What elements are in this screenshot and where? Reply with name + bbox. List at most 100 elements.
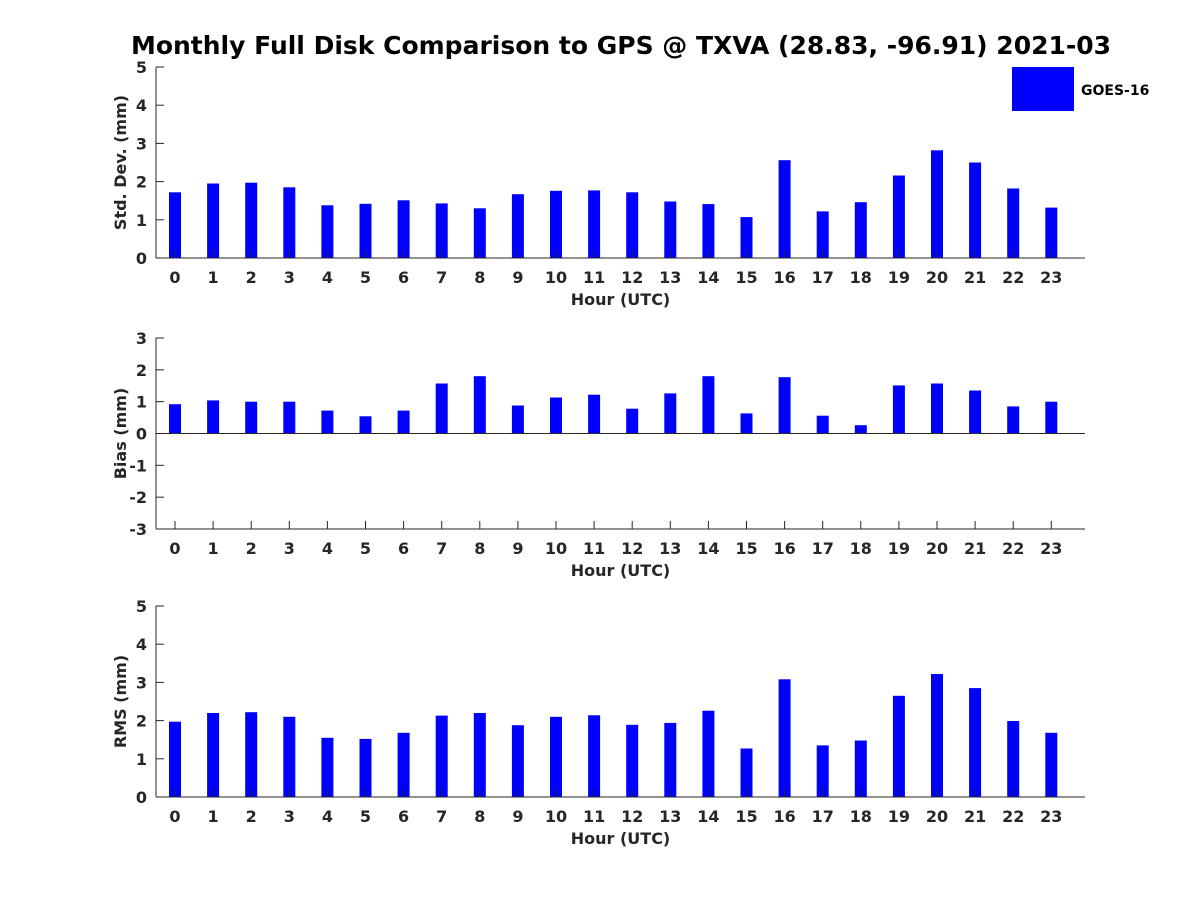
std-dev-bar-4 [321,205,334,258]
std-dev-x-tick-label: 19 [888,268,910,287]
bias-bar-21 [969,390,982,434]
std-dev-y-tick-label: 1 [136,211,147,230]
std-dev-bar-21 [969,162,982,258]
rms-x-tick-label: 23 [1040,807,1062,826]
std-dev-x-tick-label: 1 [208,268,219,287]
bias-y-tick-label: 3 [136,329,147,348]
std-dev-x-tick-label: 18 [850,268,872,287]
std-dev-bar-11 [588,190,601,258]
rms-x-tick-label: 7 [436,807,447,826]
std-dev-x-tick-label: 6 [398,268,409,287]
rms-bar-1 [207,713,220,797]
std-dev-x-tick-label: 13 [659,268,681,287]
bias-bar-9 [511,405,524,434]
bias-x-tick-label: 23 [1040,539,1062,558]
bias-x-tick-label: 14 [697,539,719,558]
bias-y-tick-label: 2 [136,361,147,380]
rms-x-tick-label: 17 [812,807,834,826]
std-dev-bar-16 [778,160,791,258]
std-dev-bar-12 [626,192,639,258]
bias-x-tick-label: 22 [1002,539,1024,558]
std-dev-x-tick-label: 5 [360,268,371,287]
rms-x-tick-label: 0 [169,807,180,826]
rms-bar-11 [588,715,601,797]
rms-x-tick-label: 5 [360,807,371,826]
std-dev-x-tick-label: 15 [735,268,757,287]
bias-x-tick-label: 15 [735,539,757,558]
bias-y-tick-label: -1 [129,456,147,475]
bias-x-axis-label: Hour (UTC) [571,561,671,580]
std-dev-bar-15 [740,217,753,258]
std-dev-bar-18 [854,202,867,258]
rms-bar-18 [854,740,867,797]
std-dev-bar-3 [283,187,296,258]
std-dev-x-tick-label: 14 [697,268,719,287]
bias-x-tick-label: 19 [888,539,910,558]
std-dev-y-tick-label: 5 [136,58,147,77]
std-dev-x-tick-label: 3 [284,268,295,287]
std-dev-x-tick-label: 20 [926,268,948,287]
rms-bar-13 [664,722,677,797]
bias-x-tick-label: 9 [512,539,523,558]
rms-x-tick-label: 3 [284,807,295,826]
bias-x-tick-label: 18 [850,539,872,558]
std-dev-bar-2 [245,182,258,258]
rms-y-tick-label: 5 [136,597,147,616]
rms-x-tick-label: 1 [208,807,219,826]
rms-bar-7 [435,715,448,797]
rms-x-tick-label: 22 [1002,807,1024,826]
rms-x-tick-label: 8 [474,807,485,826]
bias-x-tick-label: 2 [246,539,257,558]
bias-y-tick-label: 0 [136,425,147,444]
rms-x-tick-label: 21 [964,807,986,826]
std-dev-bar-23 [1045,207,1058,258]
rms-bar-4 [321,737,334,797]
std-dev-x-axis-label: Hour (UTC) [571,290,671,309]
bias-y-axis-label: Bias (mm) [111,388,130,480]
bias-x-tick-label: 0 [169,539,180,558]
bias-x-tick-label: 8 [474,539,485,558]
std-dev-x-tick-label: 2 [246,268,257,287]
rms-bar-2 [245,712,258,797]
std-dev-x-tick-label: 16 [773,268,795,287]
rms-x-tick-label: 10 [545,807,567,826]
rms-y-tick-label: 0 [136,788,147,807]
rms-bar-6 [397,732,410,797]
rms-bar-23 [1045,732,1058,797]
rms-bar-16 [778,679,791,797]
rms-bar-0 [169,721,181,797]
bias-bar-19 [892,385,905,434]
bias-x-tick-label: 13 [659,539,681,558]
std-dev-bar-13 [664,201,677,258]
rms-x-tick-label: 14 [697,807,719,826]
rms-bar-22 [1007,721,1020,797]
rms-x-tick-label: 4 [322,807,333,826]
bias-bar-3 [283,401,296,434]
rms-x-tick-label: 15 [735,807,757,826]
bias-bar-20 [931,383,943,434]
std-dev-x-tick-label: 0 [169,268,180,287]
rms-bar-21 [969,688,982,797]
rms-x-tick-label: 2 [246,807,257,826]
rms-y-tick-label: 3 [136,673,147,692]
rms-x-tick-label: 20 [926,807,948,826]
std-dev-bar-17 [816,211,829,258]
bias-bar-1 [207,400,220,434]
bias-x-tick-label: 7 [436,539,447,558]
rms-x-tick-label: 13 [659,807,681,826]
std-dev-bar-19 [892,175,905,258]
std-dev-bar-1 [207,183,220,258]
bias-x-tick-label: 3 [284,539,295,558]
rms-x-tick-label: 19 [888,807,910,826]
std-dev-bar-14 [702,204,715,258]
bias-bar-4 [321,410,334,434]
legend: GOES-16 [1012,67,1149,111]
rms-y-tick-label: 4 [136,635,147,654]
bias-bar-10 [550,397,562,434]
rms-x-tick-label: 6 [398,807,409,826]
rms-bar-10 [550,716,562,797]
